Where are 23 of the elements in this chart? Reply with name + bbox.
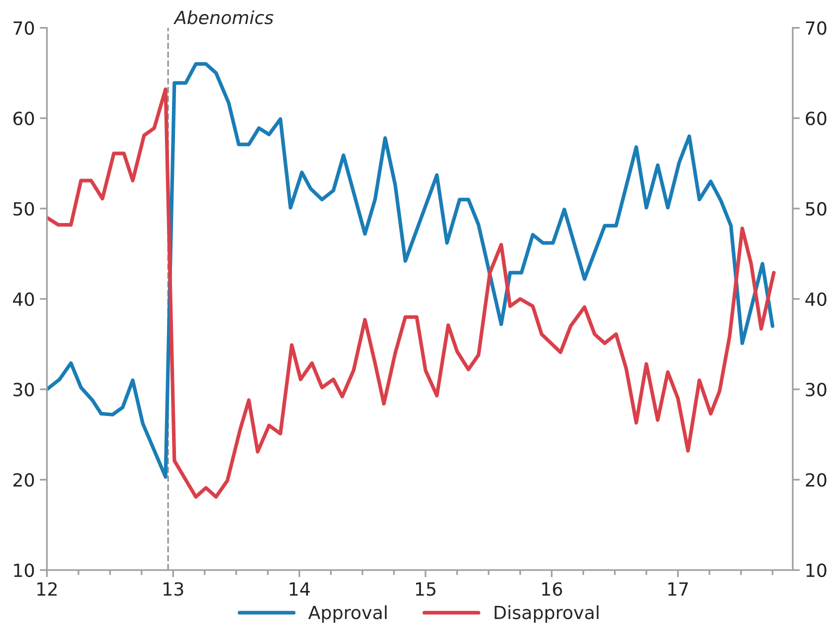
y-tick-label: 30	[14, 382, 34, 396]
y-tick-label: 40	[13, 292, 34, 306]
x-tick-label: 16	[542, 582, 562, 596]
x-tick-label: 14	[290, 582, 310, 596]
legend-label: Approval	[308, 605, 387, 623]
y2-tick-label: 50	[806, 202, 826, 216]
y-tick-label: 20	[13, 473, 34, 487]
y-tick-label: 50	[14, 202, 34, 216]
x-tick-label: 17	[668, 582, 688, 596]
x-tick-label: 13	[164, 582, 184, 596]
y2-tick-label: 10	[806, 564, 826, 578]
x-tick-label: 15	[416, 582, 436, 596]
ref-line-label: Abenomics	[173, 10, 274, 24]
x-tick-label: 12	[37, 582, 57, 596]
y2-tick-label: 40	[805, 292, 826, 306]
y2-tick-label: 30	[806, 382, 826, 396]
y-tick-label: 10	[14, 564, 34, 578]
legend-label: Disapproval	[494, 605, 598, 623]
y-tick-label: 60	[13, 112, 34, 126]
y2-tick-label: 70	[806, 21, 826, 35]
y-tick-label: 70	[14, 21, 34, 35]
y2-tick-label: 20	[806, 473, 826, 487]
y2-tick-label: 60	[806, 112, 826, 126]
